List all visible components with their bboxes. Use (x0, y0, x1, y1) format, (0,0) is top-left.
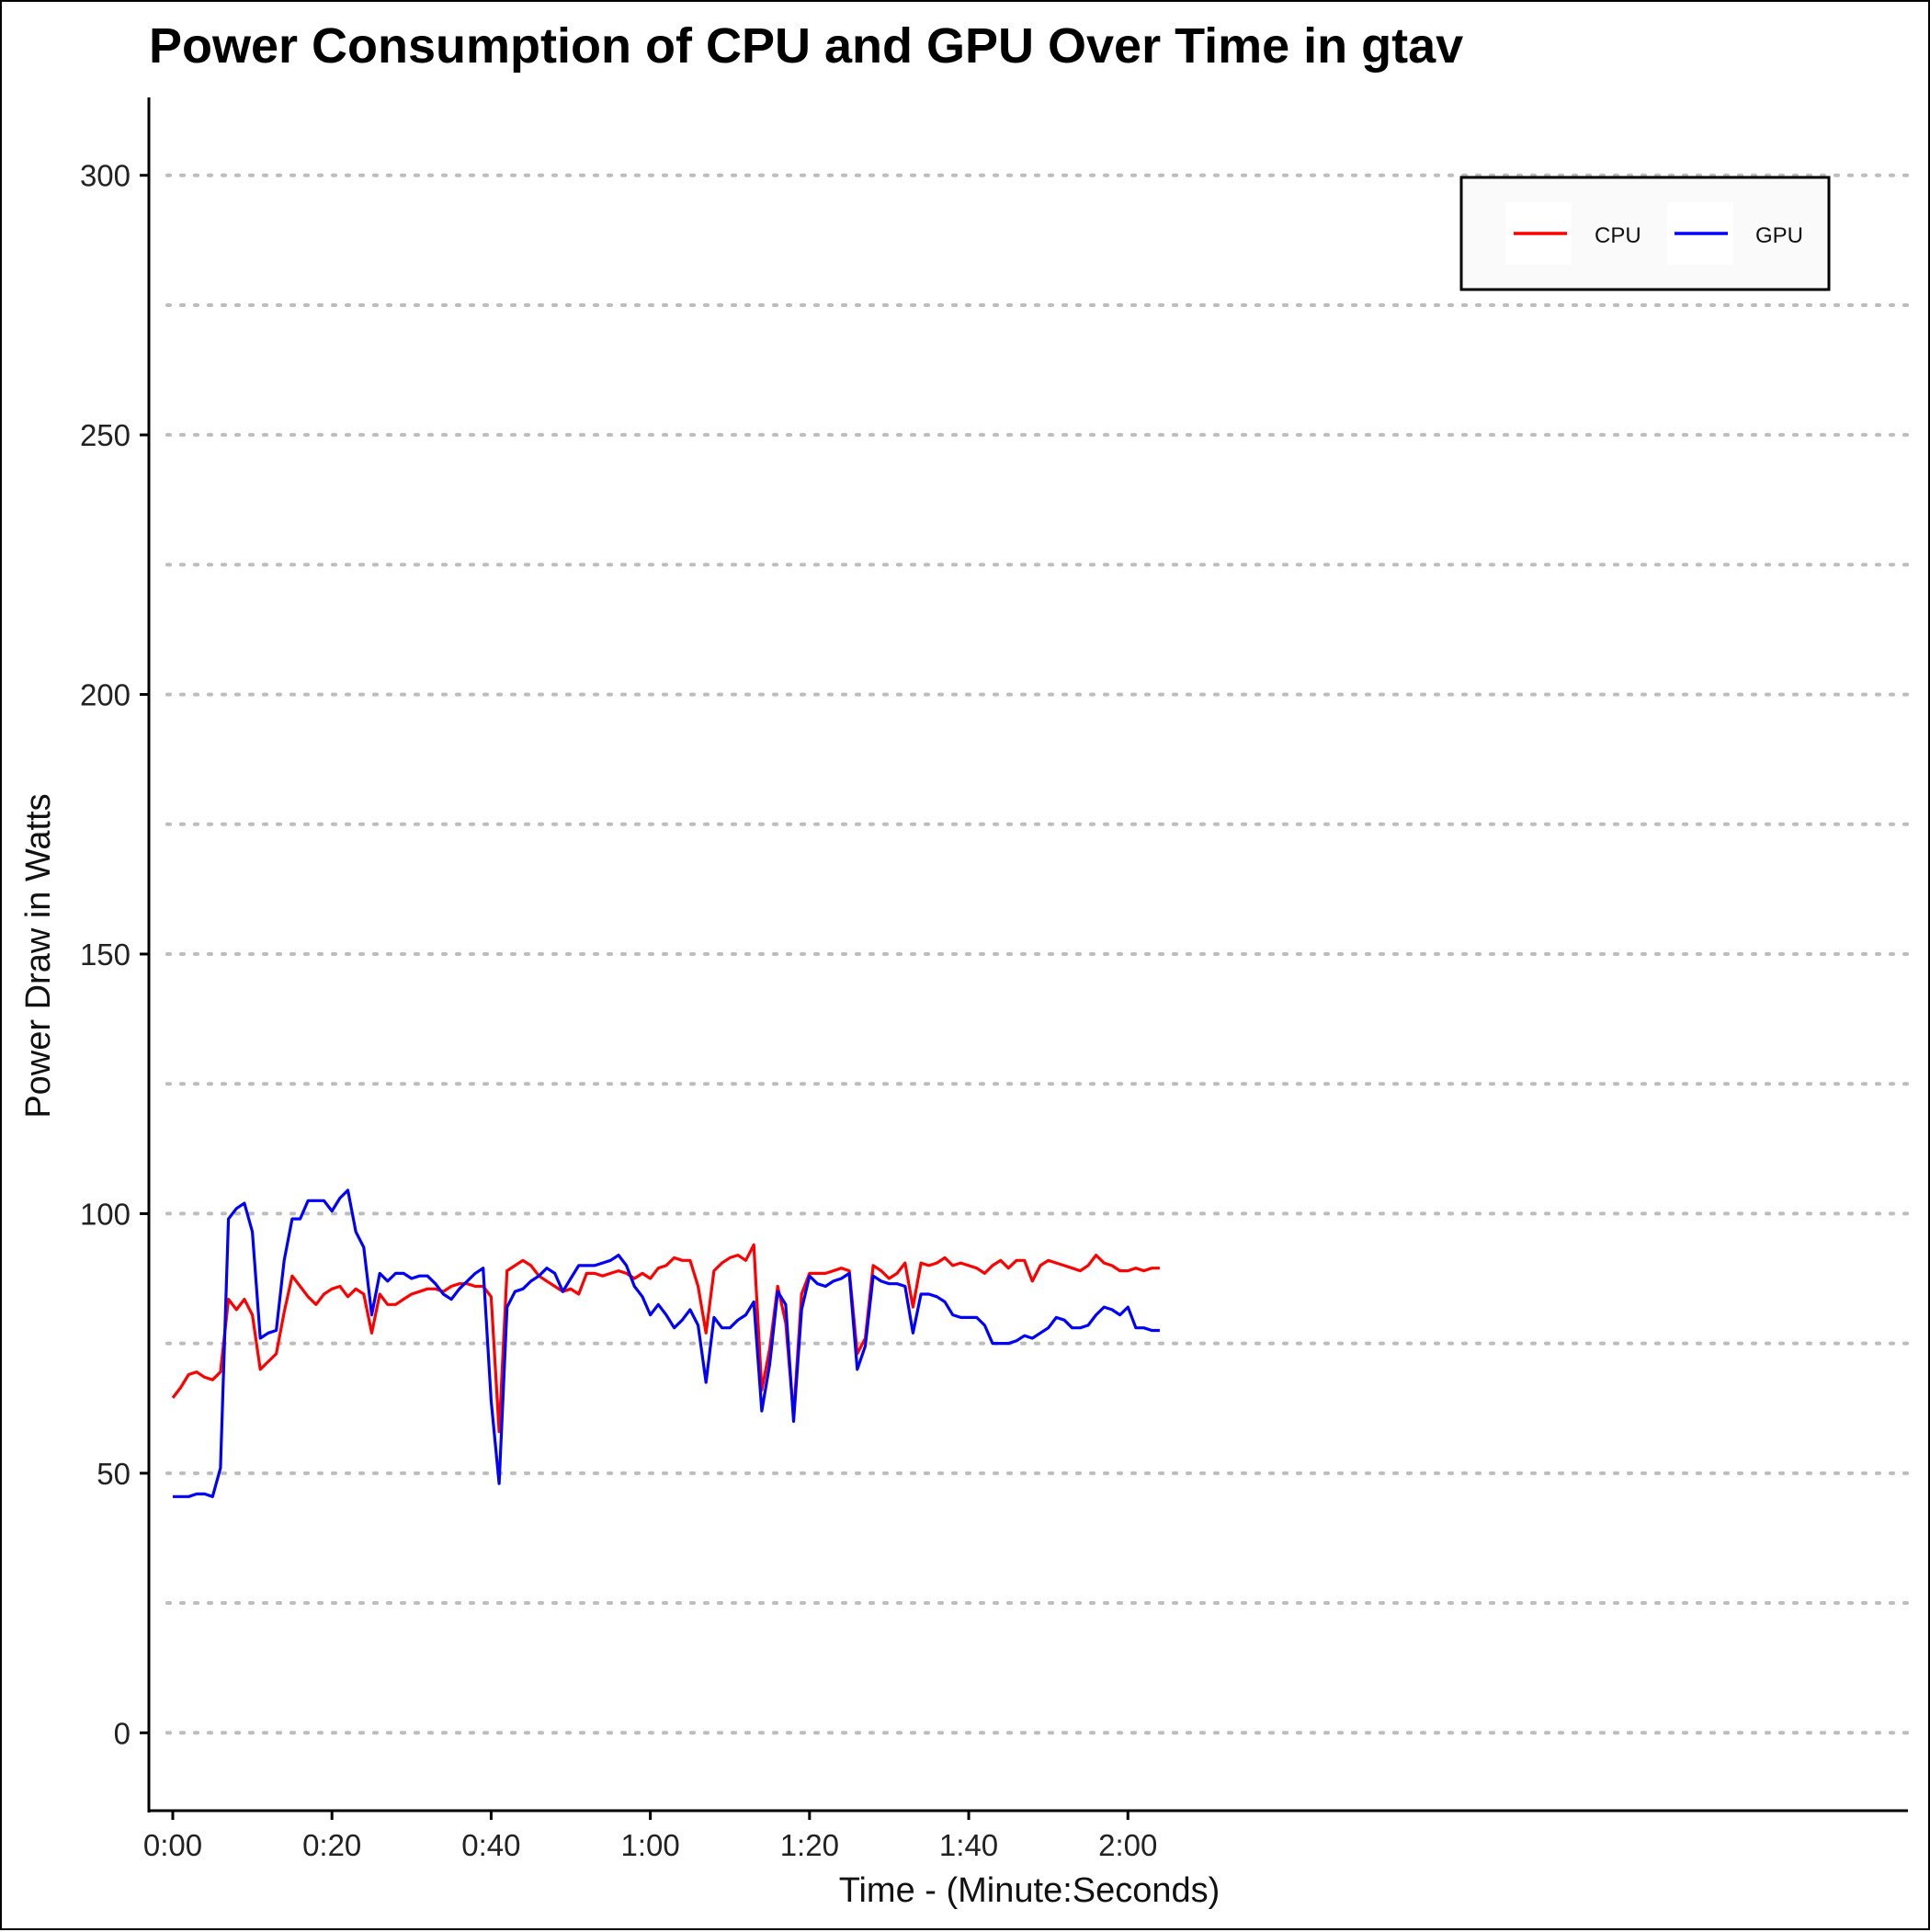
series-layer (171, 1188, 1160, 1498)
x-tick-label: 0:00 (143, 1828, 202, 1862)
y-tick-label: 0 (114, 1716, 131, 1750)
x-tick-label: 0:20 (302, 1828, 361, 1862)
legend-label-cpu: CPU (1595, 223, 1641, 248)
y-tick-label: 300 (80, 159, 131, 193)
x-tick-label: 1:40 (939, 1828, 998, 1862)
y-axis-label: Power Draw in Watts (19, 793, 58, 1118)
legend: CPU GPU (1459, 176, 1831, 291)
y-tick-label: 100 (80, 1197, 131, 1231)
y-tick-label: 150 (80, 938, 131, 972)
y-axis: 0 50 100 150 200 250 300 (80, 159, 149, 1750)
chart-title: Power Consumption of CPU and GPU Over Ti… (149, 18, 1463, 74)
y-tick-label: 50 (96, 1457, 131, 1491)
x-tick-label: 2:00 (1098, 1828, 1157, 1862)
x-axis: 0:00 0:20 0:40 1:00 1:20 1:40 2:00 (143, 1811, 1157, 1862)
x-axis-label: Time - (Minute:Seconds) (839, 1871, 1220, 1910)
x-tick-label: 1:20 (780, 1828, 839, 1862)
y-tick-label: 200 (80, 678, 131, 712)
y-tick-label: 250 (80, 418, 131, 452)
grid-layer (165, 173, 1910, 1735)
series-line-cpu (171, 1243, 1160, 1434)
x-tick-label: 0:40 (461, 1828, 520, 1862)
x-tick-label: 1:00 (621, 1828, 680, 1862)
legend-label-gpu: GPU (1755, 223, 1803, 248)
series-line-gpu (173, 1188, 1160, 1498)
